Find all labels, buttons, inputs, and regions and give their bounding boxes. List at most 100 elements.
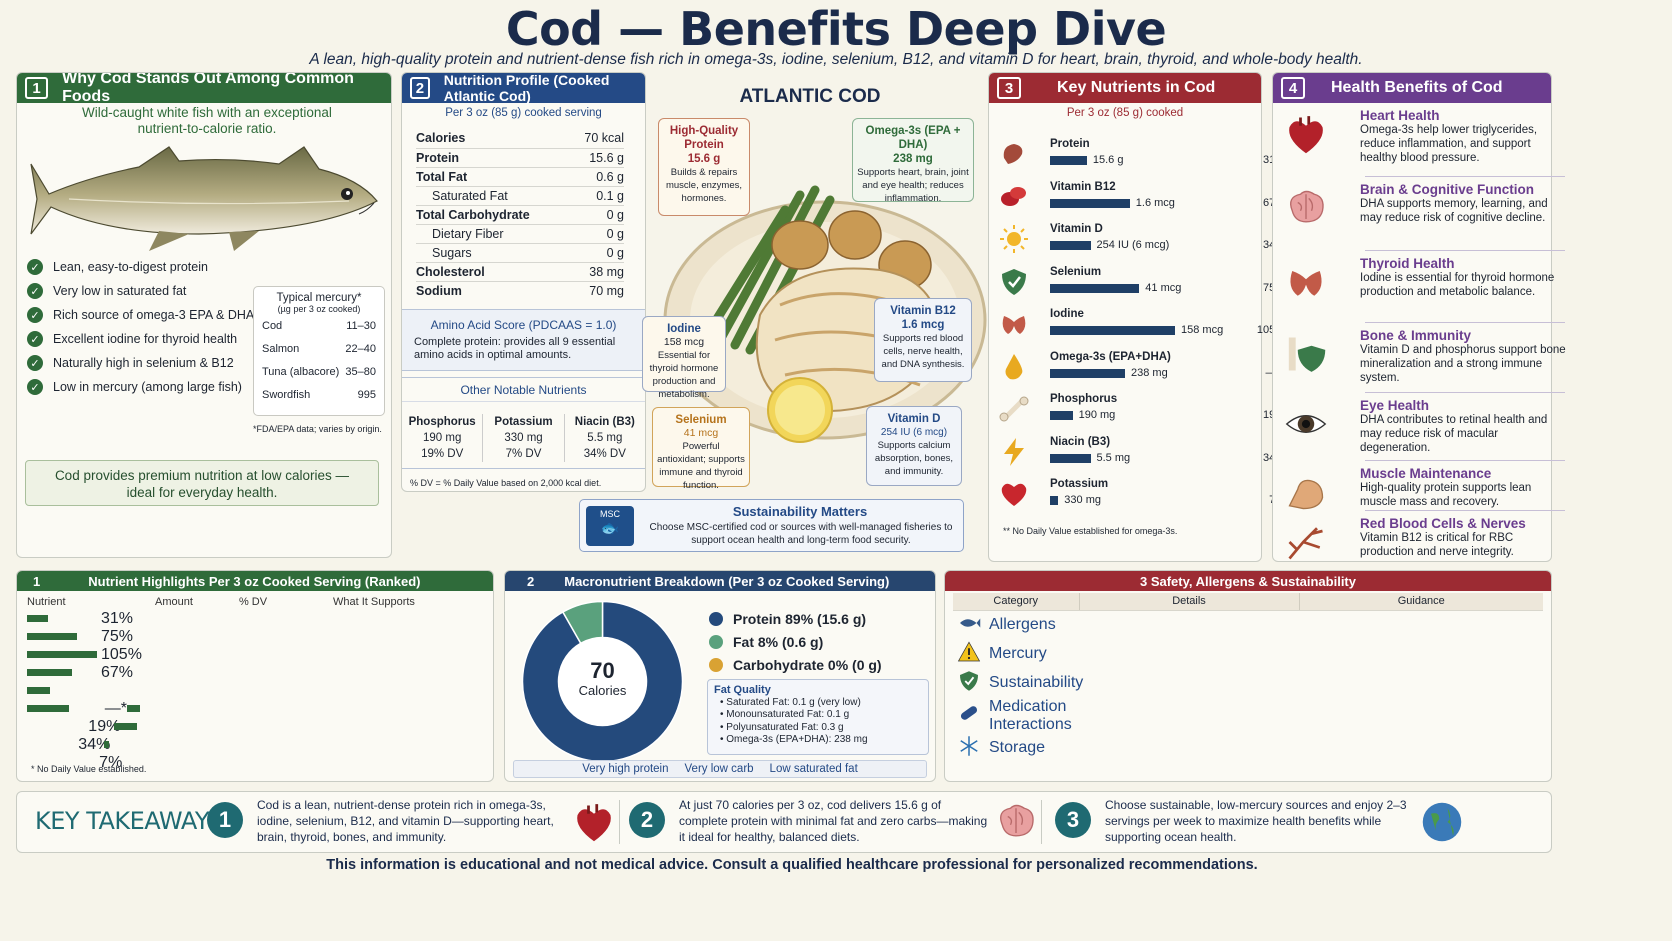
callout-protein: High-Quality Protein 15.6 g Builds & repai… [658, 118, 750, 216]
brain-icon [1290, 190, 1324, 223]
other-nutrient: Potassium 330 mg 7% DV [483, 414, 565, 462]
globe-icon [1422, 802, 1462, 842]
category-icon [957, 734, 981, 763]
donut-slice [521, 600, 684, 763]
donut-hole [558, 637, 647, 726]
panel-health-benefits: 4 Health Benefits of Cod [1272, 72, 1552, 562]
panel-number: 1 [25, 77, 49, 99]
donut-legend: Protein 89% (15.6 g) Fat 8% (0.6 g) Carboh… [709, 607, 882, 676]
serving-size: Per 3 oz (85 g) cooked serving [445, 107, 602, 119]
benefit-desc: Vitamin D and phosphorus support bone mi… [1360, 344, 1566, 384]
bone-shield-icon [1288, 337, 1326, 372]
takeaway-number: 1 [207, 802, 243, 838]
benefit-divider [1365, 250, 1565, 251]
mercury-row: Tuna (albacore) 35–80 [262, 366, 376, 378]
macro-tag: Low saturated fat [769, 763, 858, 775]
takeaways-title: KEY TAKEAWAYS [35, 807, 224, 835]
benefit-desc: Iodine is essential for thyroid hormone … [1360, 272, 1555, 298]
macro-tags: Very high protein Very low carb Low satura… [513, 760, 927, 778]
callout-b12: Vitamin B12 1.6 mcg Supports red blood cel… [874, 298, 972, 382]
cod-fish-illustration [30, 146, 378, 251]
nutrient-icon [998, 351, 1030, 388]
center-title: ATLANTIC COD [739, 86, 881, 107]
takeaway-number: 2 [629, 802, 665, 838]
nutrient-bar [1050, 198, 1130, 208]
lightning-icon [1004, 437, 1024, 466]
sustainability-text: Choose MSC-certified cod or sources with… [649, 522, 953, 546]
thyroid-icon [1002, 316, 1026, 334]
benefit-icon [1284, 470, 1328, 519]
fat-item: • Polyunsaturated Fat: 0.3 g [720, 721, 844, 733]
amino-box: Amino Acid Score (PDCAAS = 1.0) Complete… [402, 309, 645, 371]
benefit-divider [1365, 510, 1565, 511]
nutrient-name: Iodine [1050, 308, 1084, 320]
nutrition-row: Sodium 70 mg [416, 283, 624, 298]
benefit-divider [1365, 460, 1565, 461]
benefit-title: Bone & Immunity [1360, 328, 1472, 343]
sustainability-box: MSC 🐟 Sustainability Matters Choose MSC-c… [579, 499, 964, 552]
nutrient-value: 238 mg [1131, 366, 1168, 379]
dv-bar [27, 705, 69, 713]
dv-bar [27, 633, 77, 641]
check-icon: ✓ [27, 379, 43, 395]
callout-omega3: Omega-3s (EPA + DHA) 238 mg Supports heart… [852, 118, 974, 204]
nutrient-icon [998, 478, 1030, 515]
nutrient-value: 1.6 mcg [1135, 196, 1175, 209]
calories-label: Calories [578, 683, 627, 698]
macronutrient-donut-chart [521, 600, 684, 763]
mercury-title: Typical mercury* [276, 292, 362, 304]
panel-number: 4 [1281, 77, 1305, 99]
nutrient-value: 190 mg [1078, 409, 1116, 421]
highlights-note: * No Daily Value established. [31, 764, 147, 774]
benefit-icon [1284, 402, 1328, 451]
nutrient-bar [1050, 411, 1073, 420]
takeaway-text: Choose sustainable, low-mercury sources … [1105, 798, 1407, 844]
nutrient-bar [1050, 156, 1087, 165]
panel-macronutrients: 2 Macronutrient Breakdown (Per 3 oz Cooke… [504, 570, 936, 782]
category-icon [957, 669, 981, 698]
panel-title: 3 Safety, Allergens & Sustainability [1139, 573, 1356, 589]
heart-organ-icon [577, 804, 611, 842]
takeaway-text: At just 70 calories per 3 oz, cod delive… [679, 798, 988, 844]
panel-header: 3 Key Nutrients in Cod [989, 73, 1261, 103]
sun-icon [1000, 225, 1028, 253]
benefit-item: Eye Health DHA contributes to retinal hea… [1360, 398, 1570, 455]
bone-icon [999, 396, 1029, 422]
panel-title: Nutrition Profile (Cooked Atlantic Cod) [443, 72, 610, 104]
callout-vitamin-d: Vitamin D 254 IU (6 mcg) Supports calcium … [866, 406, 962, 486]
nutrition-row: Protein 15.6 g [416, 148, 624, 168]
takeaway-divider [1041, 800, 1042, 844]
nutrient-bar [1050, 368, 1125, 378]
panel-number: 2 [527, 573, 535, 589]
nutrient-icon [998, 223, 1030, 260]
nutrient-icon [998, 266, 1030, 303]
feature-item: ✓ Low in mercury (among large fish) [27, 375, 254, 399]
benefit-title: Thyroid Health [1360, 256, 1455, 271]
oil-drop-icon [1005, 353, 1023, 379]
dv-bar [127, 705, 140, 713]
other-nutrient: Niacin (B3) 5.5 mg 34% DV [574, 416, 635, 460]
mercury-row: Salmon 22–40 [262, 343, 376, 355]
callout-iodine: Iodine 158 mcg Essential for thyroid hormo… [642, 316, 726, 400]
nutrition-row: Cholesterol 38 mg [416, 262, 624, 282]
panel-number: 2 [410, 77, 430, 99]
nutrient-value: 5.5 mg [1096, 451, 1131, 464]
mercury-row: Cod 11–30 [262, 320, 376, 332]
highlights-table: Nutrient Amount% DV What It Supports 31%75… [27, 595, 415, 771]
heart-organ-icon [1289, 116, 1323, 154]
amino-title: Amino Acid Score (PDCAAS = 1.0) [430, 318, 617, 332]
heart-icon [1001, 483, 1027, 506]
panel-title: Nutrient Highlights Per 3 oz Cooked Serv… [88, 573, 421, 589]
nerve-icon [1288, 527, 1323, 560]
nutrient-icon [998, 138, 1030, 175]
nutrient-icon [998, 181, 1030, 218]
benefit-desc: High-quality protein supports lean muscl… [1360, 482, 1532, 508]
legend-swatch [709, 657, 723, 672]
macro-tag: Very low carb [684, 763, 754, 775]
other-nutrients-box: Other Notable Nutrients Phosphorus 190 mg… [402, 377, 645, 469]
sustainability-title: Sustainability Matters [732, 504, 868, 519]
donut-center: 70 Calories [560, 659, 645, 699]
dv-footnote: % DV = % Daily Value based on 2,000 kcal… [410, 478, 602, 488]
nutrient-icon [998, 308, 1030, 345]
nutrient-name: Vitamin B12 [1050, 180, 1116, 193]
